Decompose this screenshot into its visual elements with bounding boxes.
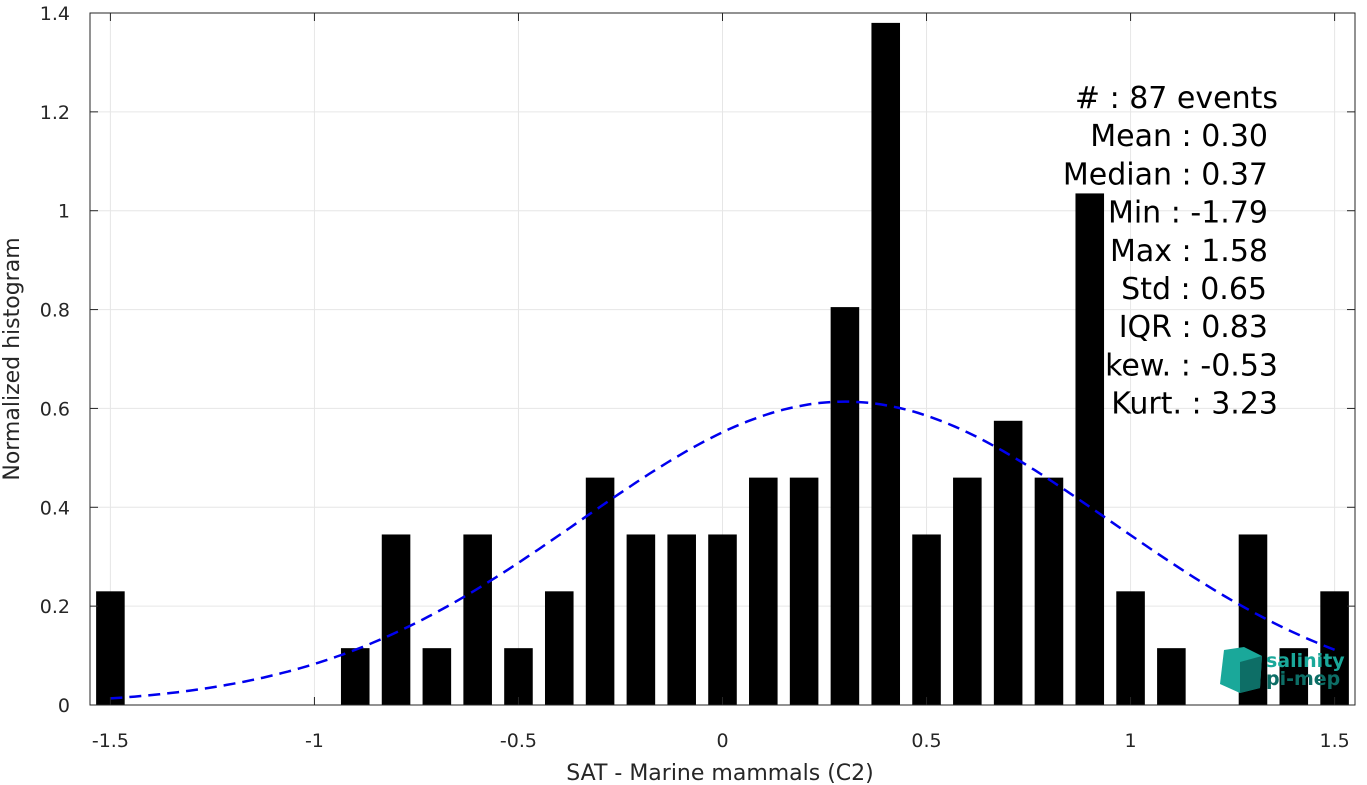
- grid-lines: [90, 12, 1355, 706]
- axis-ticks: [90, 12, 1355, 706]
- stat-line-7: kew. : -0.53: [1105, 348, 1278, 383]
- logo-line1: salinity: [1266, 650, 1345, 672]
- histogram-bar-8: [626, 534, 656, 705]
- histogram-bar-18: [1034, 477, 1064, 705]
- histogram-bars: [96, 22, 1349, 705]
- y-tick-label-3: 0.6: [40, 398, 70, 420]
- axis-tick-labels: -1.5 -1 -0.5 0 0.5 1 1.5 0 0.2 0.4 0.6 0.8 1 1.2 1.4: [40, 3, 1350, 752]
- histogram-bar-6: [544, 591, 574, 705]
- y-tick-label-5: 1: [58, 201, 70, 223]
- histogram-bar-24: [1320, 591, 1349, 705]
- histogram-bar-19: [1075, 193, 1105, 705]
- histogram-bar-1: [340, 648, 370, 705]
- x-tick-label-1: -1: [305, 730, 324, 752]
- stat-line-4: Max : 1.58: [1110, 234, 1268, 269]
- histogram-bar-16: [953, 477, 982, 705]
- x-tick-label-3: 0: [716, 730, 728, 752]
- histogram-bar-11: [749, 477, 778, 705]
- histogram-bar-3: [422, 648, 452, 705]
- stat-line-8: Kurt. : 3.23: [1111, 387, 1278, 422]
- x-tick-label-4: 0.5: [911, 730, 941, 752]
- x-tick-label-6: 1.5: [1319, 730, 1349, 752]
- histogram-bar-23: [1279, 648, 1309, 705]
- x-tick-label-5: 1: [1125, 730, 1137, 752]
- stat-line-2: Median : 0.37: [1063, 157, 1268, 192]
- stat-line-0: # : 87 events: [1075, 81, 1278, 116]
- x-axis-label: SAT - Marine mammals (C2): [566, 761, 874, 785]
- stat-line-6: IQR : 0.83: [1119, 310, 1268, 345]
- logo-cube-shade: [1240, 656, 1262, 693]
- histogram-bar-10: [708, 534, 737, 705]
- histogram-bar-17: [993, 420, 1023, 705]
- histogram-bar-14: [871, 22, 901, 705]
- histogram-bar-20: [1116, 591, 1145, 705]
- histogram-bar-4: [463, 534, 492, 705]
- normal-fit-curve: [110, 400, 1336, 700]
- y-tick-label-7: 1.4: [40, 3, 70, 25]
- histogram-bar-13: [830, 307, 860, 705]
- y-tick-label-6: 1.2: [40, 102, 70, 124]
- histogram-bar-15: [912, 534, 941, 705]
- y-tick-label-4: 0.8: [40, 300, 70, 322]
- y-tick-label-0: 0: [58, 695, 70, 717]
- histogram-bar-5: [504, 648, 533, 705]
- logo-line2: pi-mep: [1266, 668, 1340, 690]
- stat-line-1: Mean : 0.30: [1090, 119, 1268, 154]
- histogram-bar-12: [789, 477, 819, 705]
- histogram-bar-7: [585, 477, 615, 705]
- histogram-bar-2: [381, 534, 411, 705]
- histogram-bar-0: [96, 591, 125, 705]
- y-axis-label: Normalized histogram: [0, 237, 25, 480]
- x-tick-label-0: -1.5: [92, 730, 129, 752]
- histogram-bar-9: [667, 534, 696, 705]
- histogram-bar-21: [1157, 648, 1186, 705]
- stat-line-5: Std : 0.65: [1121, 272, 1267, 307]
- stat-line-3: Min : -1.79: [1108, 196, 1268, 231]
- y-tick-label-1: 0.2: [40, 596, 70, 618]
- salinity-pi-mep-logo: salinity pi-mep: [1220, 647, 1345, 693]
- x-tick-label-2: -0.5: [500, 730, 537, 752]
- y-tick-label-2: 0.4: [40, 497, 70, 519]
